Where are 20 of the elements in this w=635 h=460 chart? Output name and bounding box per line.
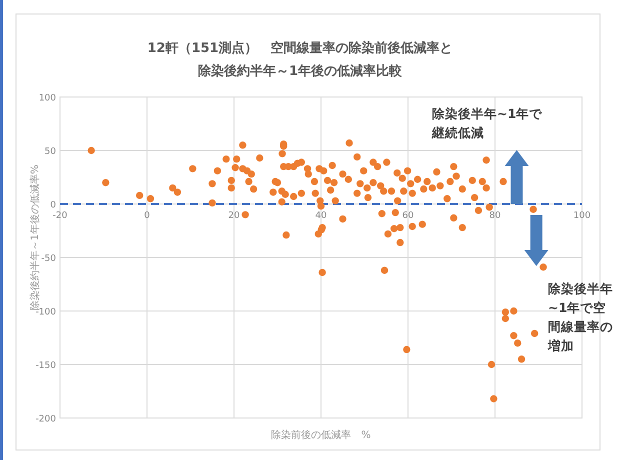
y-tick-label: 0: [50, 200, 56, 210]
y-tick-label: -200: [36, 414, 56, 424]
x-tick-label: 40: [315, 211, 327, 221]
chart-title: 12軒（151測点） 空間線量率の除染前後低減率と: [147, 40, 453, 56]
chart-subtitle: 除染後約半年～1年後の低減率比較: [198, 63, 404, 79]
x-tick-label: 20: [228, 211, 240, 221]
annotation: 除染後半年~1年で継続低減: [431, 106, 544, 140]
y-tick-label: -50: [41, 254, 56, 264]
x-tick-label: 80: [489, 211, 501, 221]
y-tick-label: -100: [36, 308, 56, 318]
y-tick-label: -150: [36, 361, 56, 371]
x-tick-label: 100: [573, 211, 591, 221]
x-tick-label: 0: [144, 211, 150, 221]
x-tick-label: -20: [52, 211, 68, 221]
x-axis-title: 除染前後の低減率 %: [271, 429, 371, 441]
y-tick-label: 100: [38, 94, 56, 104]
x-tick-label: 60: [402, 211, 414, 221]
y-axis-title: 除染後約半年～1年後の低減率%: [29, 164, 41, 310]
y-tick-label: 50: [44, 147, 56, 157]
annotation: 除染後半年~1年で空間線量率の増加: [547, 281, 613, 353]
